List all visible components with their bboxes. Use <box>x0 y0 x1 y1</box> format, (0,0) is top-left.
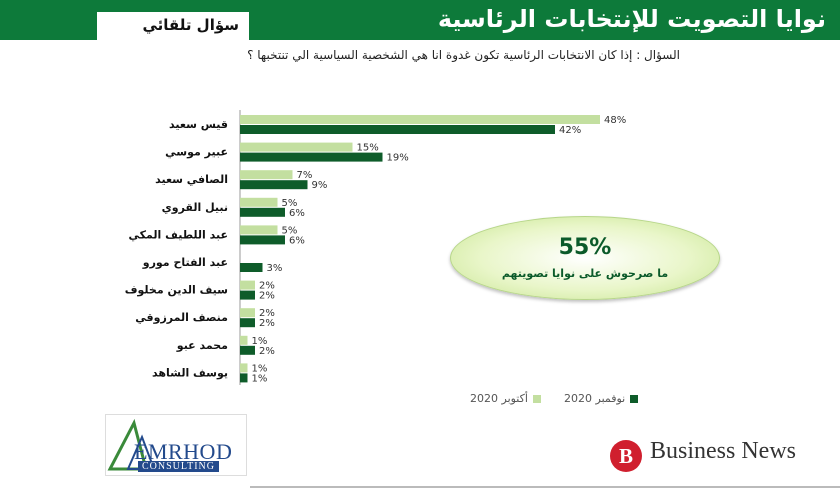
category-label: الصافي سعيد <box>155 173 228 186</box>
legend-label-october: أكتوبر 2020 <box>470 392 528 405</box>
bar-november <box>240 235 285 245</box>
bar-november <box>240 318 255 328</box>
emrhod-subtitle: CONSULTING <box>138 461 219 472</box>
legend-item-november: نوفمبر 2020 <box>564 392 639 405</box>
business-news-logo: B Business News <box>608 436 818 476</box>
bar-november <box>240 180 308 190</box>
question-type-label: سؤال تلقائي <box>142 16 239 34</box>
legend-label-november: نوفمبر 2020 <box>564 392 626 405</box>
question-type-tab: سؤال تلقائي <box>97 12 249 40</box>
bar-october <box>240 308 255 318</box>
data-label: 2% <box>259 308 275 319</box>
callout-label: ما صرحوش على نوايا تصويتهم <box>501 267 669 280</box>
bar-november <box>240 345 255 355</box>
business-news-wordmark: Business News <box>650 438 797 464</box>
data-label: 15% <box>357 143 379 154</box>
data-label: 9% <box>312 180 328 191</box>
emrhod-wordmark: EMRHOD <box>134 439 233 464</box>
bar-november <box>240 290 255 300</box>
bar-november <box>240 207 285 217</box>
category-label: عبد الفتاح مورو <box>142 256 228 269</box>
data-label: 6% <box>289 235 305 246</box>
category-label: منصف المرزوقي <box>135 311 228 324</box>
data-label: 3% <box>267 263 283 274</box>
data-label: 42% <box>559 125 581 136</box>
business-news-b-letter: B <box>619 444 633 468</box>
data-label: 2% <box>259 346 275 357</box>
legend-item-october: أكتوبر 2020 <box>470 392 541 405</box>
page-title: نوايا التصويت للإنتخابات الرئاسية <box>437 5 826 33</box>
data-label: 48% <box>604 115 626 126</box>
category-label: قيس سعيد <box>169 118 228 131</box>
category-label: سيف الدين مخلوف <box>125 284 228 297</box>
data-label: 2% <box>259 318 275 329</box>
bar-november <box>240 152 383 162</box>
bar-october <box>240 197 278 207</box>
bar-november <box>240 263 263 272</box>
bar-october <box>240 335 248 345</box>
footer-divider <box>250 486 840 488</box>
survey-question: السؤال : إذا كان الانتخابات الرئاسية تكو… <box>247 48 680 62</box>
category-label: نبيل القروي <box>162 201 228 214</box>
data-label: 5% <box>282 225 298 236</box>
category-label: يوسف الشاهد <box>152 366 228 379</box>
data-label: 5% <box>282 198 298 209</box>
bar-october <box>240 225 278 235</box>
bar-november <box>240 125 555 134</box>
data-label: 6% <box>289 208 305 219</box>
data-label: 19% <box>387 153 409 164</box>
legend-swatch-november <box>630 395 639 403</box>
legend-swatch-october <box>532 395 541 403</box>
category-label: عبد اللطيف المكي <box>128 228 228 241</box>
data-label: 2% <box>259 291 275 302</box>
bar-october <box>240 142 353 152</box>
data-label: 2% <box>259 281 275 292</box>
data-label: 1% <box>252 363 268 374</box>
bar-october <box>240 363 248 373</box>
business-news-b-icon: B <box>610 440 642 472</box>
bar-october <box>240 280 255 290</box>
category-label: عبير موسي <box>165 146 228 159</box>
data-label: 1% <box>252 336 268 347</box>
callout-value: 55% <box>558 235 612 260</box>
data-label: 7% <box>297 170 313 181</box>
bar-november <box>240 373 248 383</box>
emrhod-logo: EMRHOD CONSULTING <box>105 414 247 476</box>
bar-october <box>240 170 293 180</box>
data-label: 1% <box>252 373 268 384</box>
bar-october <box>240 115 600 124</box>
undecided-callout: 55% ما صرحوش على نوايا تصويتهم <box>450 216 720 300</box>
category-label: محمد عبو <box>176 339 228 352</box>
header-bar: نوايا التصويت للإنتخابات الرئاسية سؤال ت… <box>0 0 840 40</box>
